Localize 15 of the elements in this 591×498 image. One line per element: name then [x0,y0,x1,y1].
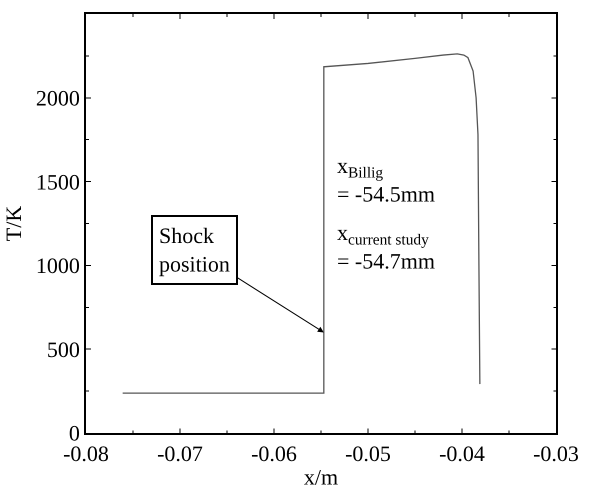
x-tick-label: -0.03 [533,441,579,466]
annotation: x$_{current study}$ = -54.7mm [337,220,435,274]
x-tick-label: -0.04 [439,441,485,466]
x-axis-title: x/m [304,464,338,490]
x-tick-label: -0.07 [157,441,203,466]
y-axis-title: T/K [1,206,26,242]
x-tick-label: -0.06 [251,441,297,466]
line-series [122,53,481,394]
y-tick-label: 1000 [36,253,80,278]
annotation: x$_{Billig}$ = -54.5mm [337,153,435,207]
y-tick-label: 1500 [36,169,80,194]
y-tick-label: 2000 [36,86,80,110]
y-tick-label: 500 [46,336,80,362]
x-tick-label: -0.05 [345,441,391,466]
annotation: Shock position [159,223,230,277]
